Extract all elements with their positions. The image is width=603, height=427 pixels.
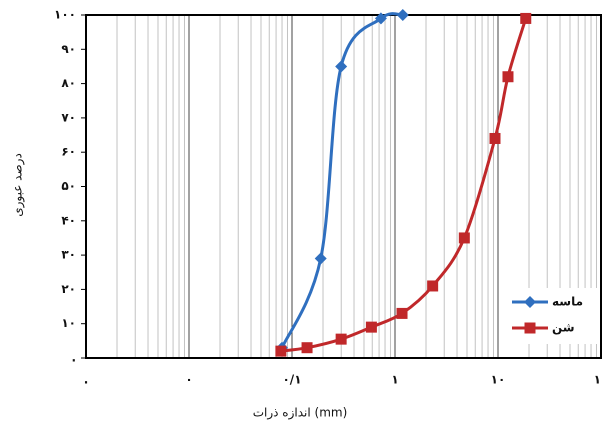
marker xyxy=(335,333,347,345)
y-tick-label: ۱۰ xyxy=(61,316,76,330)
x-tick-label: ۱ xyxy=(391,373,398,387)
marker xyxy=(301,342,313,354)
y-tick-label: ۳۰ xyxy=(61,248,76,262)
marker xyxy=(396,307,408,319)
y-tick-label: ۴۰ xyxy=(61,213,76,227)
marker xyxy=(335,60,348,73)
x-axis-title: اندازه ذرات (mm) xyxy=(253,406,348,421)
marker xyxy=(427,280,439,292)
x-tick-label: ۰ xyxy=(185,373,192,387)
x-tick-label: ۰/۱ xyxy=(282,373,301,387)
marker xyxy=(489,132,501,144)
y-tick-label: ۵۰ xyxy=(61,179,76,193)
y-tick-label: ۱۰۰ xyxy=(54,8,76,22)
y-tick-label: . xyxy=(71,351,76,365)
marker xyxy=(396,9,409,21)
plot-frame xyxy=(85,14,602,359)
legend-label: ماسه xyxy=(552,295,583,309)
marker xyxy=(314,252,327,265)
marker xyxy=(520,12,532,24)
legend-marker xyxy=(524,296,536,308)
y-tick-label: ۹۰ xyxy=(61,42,76,56)
marker xyxy=(365,321,377,333)
marker xyxy=(458,232,470,244)
y-axis-title: درصد عبوری xyxy=(11,153,26,217)
x-tick-label: ۱۰ xyxy=(491,373,506,387)
y-tick-label: ۶۰ xyxy=(61,145,76,159)
legend-label: شن xyxy=(552,321,575,335)
y-tick-label: ۲۰ xyxy=(61,282,76,296)
legend-marker xyxy=(524,322,536,334)
legend-box xyxy=(507,288,599,344)
x-tick-label: ۱۰ xyxy=(594,373,603,387)
y-tick-label: ۸۰ xyxy=(61,76,76,90)
marker xyxy=(374,12,387,25)
series-line xyxy=(280,17,528,353)
legend: ماسه شن xyxy=(507,288,599,344)
y-tick-label: ۷۰ xyxy=(61,110,76,124)
x-tick-label: . xyxy=(84,373,89,387)
marker xyxy=(275,345,287,357)
marker xyxy=(502,71,514,83)
